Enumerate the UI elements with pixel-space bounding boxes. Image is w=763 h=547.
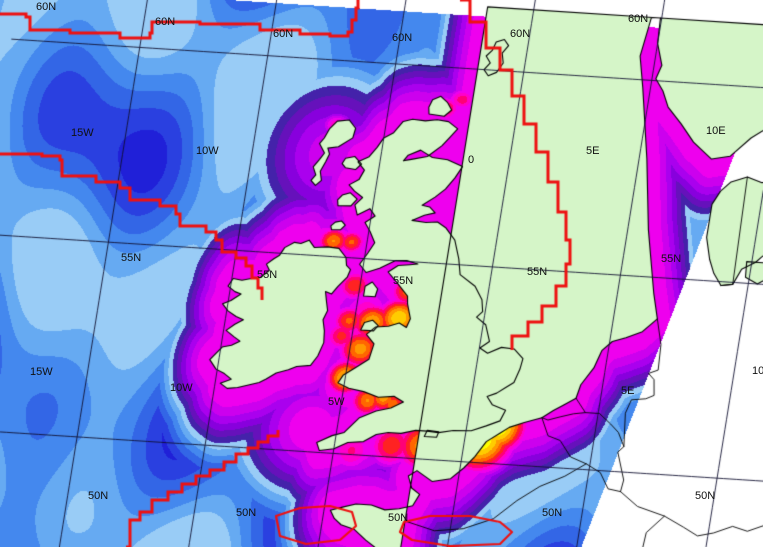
contour-map: 60N 60N 60N 60N 60N 60N 55N 55N 55N 55N 55N 50N 50N 5… xyxy=(0,0,763,547)
map-canvas xyxy=(0,0,763,547)
